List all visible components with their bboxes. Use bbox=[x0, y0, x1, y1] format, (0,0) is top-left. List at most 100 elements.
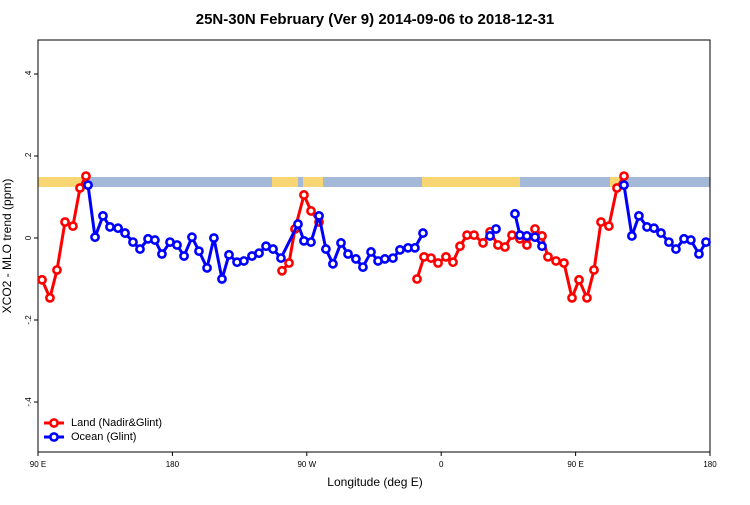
data-point bbox=[113, 223, 123, 234]
data-point bbox=[485, 231, 495, 241]
data-point bbox=[336, 238, 346, 248]
data-point bbox=[135, 244, 145, 254]
data-point bbox=[574, 274, 584, 285]
data-point bbox=[567, 292, 577, 303]
data-point bbox=[412, 274, 422, 284]
x-axis-label: Longitude (deg E) bbox=[327, 475, 422, 489]
plot-frame bbox=[37, 39, 711, 453]
data-point bbox=[75, 183, 85, 193]
data-point bbox=[150, 235, 160, 245]
data-point bbox=[701, 237, 711, 248]
data-point bbox=[551, 256, 561, 266]
data-point bbox=[306, 237, 316, 248]
data-point bbox=[469, 230, 479, 241]
data-point bbox=[649, 223, 659, 234]
data-point bbox=[83, 180, 93, 191]
data-point bbox=[343, 249, 353, 259]
data-point bbox=[209, 233, 219, 243]
data-point bbox=[543, 251, 553, 262]
data-point bbox=[656, 228, 666, 238]
x-tick-label: 180 bbox=[166, 460, 180, 469]
data-point bbox=[306, 206, 316, 216]
data-point bbox=[426, 253, 436, 263]
data-point bbox=[537, 241, 547, 252]
data-point bbox=[664, 237, 674, 248]
x-tick-label: 90 E bbox=[30, 460, 46, 469]
data-point bbox=[268, 244, 278, 254]
data-point bbox=[582, 292, 592, 303]
data-point bbox=[45, 292, 55, 303]
data-point bbox=[202, 263, 212, 273]
chart-title: 25N-30N February (Ver 9) 2014-09-06 to 2… bbox=[196, 11, 555, 28]
data-point bbox=[37, 274, 47, 285]
data-point bbox=[634, 210, 644, 221]
y-axis-label: XCO2 - MLO trend (ppm) bbox=[0, 179, 14, 314]
data-point bbox=[388, 253, 398, 263]
data-point bbox=[530, 224, 540, 234]
data-point bbox=[321, 244, 331, 254]
data-point bbox=[694, 249, 704, 259]
data-point bbox=[441, 251, 451, 262]
data-point bbox=[299, 190, 309, 200]
data-point bbox=[366, 247, 376, 257]
data-point bbox=[194, 246, 204, 257]
data-point bbox=[380, 254, 390, 264]
data-point bbox=[619, 180, 629, 191]
y-tick-label: -.2 bbox=[24, 315, 33, 325]
data-point bbox=[522, 240, 532, 250]
data-point bbox=[254, 248, 264, 259]
y-tick-label: -.4 bbox=[24, 397, 33, 407]
data-point bbox=[276, 253, 286, 263]
data-point bbox=[596, 217, 606, 227]
data-point bbox=[559, 258, 569, 268]
data-point bbox=[157, 249, 167, 259]
data-point bbox=[507, 230, 517, 241]
x-tick-label: 90 W bbox=[297, 460, 316, 469]
data-point bbox=[448, 257, 458, 268]
data-point bbox=[410, 242, 420, 253]
data-point bbox=[172, 240, 182, 250]
data-point bbox=[626, 231, 637, 241]
y-tick-label: .4 bbox=[24, 70, 33, 77]
data-point bbox=[293, 219, 303, 229]
x-tick-label: 90 E bbox=[567, 460, 583, 469]
data-point bbox=[128, 237, 138, 248]
data-point bbox=[619, 171, 629, 182]
data-point bbox=[604, 221, 614, 232]
data-point bbox=[224, 249, 234, 260]
y-tick-label: .2 bbox=[24, 152, 33, 159]
data-point bbox=[455, 241, 465, 252]
data-point bbox=[68, 221, 78, 232]
data-point bbox=[52, 265, 62, 275]
legend-marker bbox=[49, 432, 59, 442]
data-point bbox=[395, 244, 405, 255]
data-point bbox=[179, 251, 189, 261]
data-point bbox=[685, 235, 696, 245]
data-point bbox=[522, 231, 532, 241]
data-point bbox=[60, 217, 70, 227]
data-point bbox=[491, 224, 501, 234]
legend-marker bbox=[49, 418, 59, 428]
data-point bbox=[105, 222, 115, 232]
data-point bbox=[358, 262, 368, 273]
data-point bbox=[81, 171, 91, 182]
data-point bbox=[671, 244, 681, 254]
data-point bbox=[478, 238, 488, 248]
data-point bbox=[98, 210, 108, 221]
data-point bbox=[500, 242, 510, 252]
data-point bbox=[314, 210, 324, 221]
land-mask-band bbox=[38, 177, 710, 187]
data-point bbox=[510, 208, 520, 219]
x-tick-label: 180 bbox=[703, 460, 717, 469]
data-point bbox=[277, 265, 287, 276]
data-point bbox=[589, 265, 599, 275]
data-point bbox=[328, 258, 338, 269]
data-point bbox=[217, 274, 227, 284]
data-point bbox=[351, 254, 361, 264]
data-point bbox=[239, 256, 249, 266]
data-point bbox=[120, 228, 130, 238]
data-point bbox=[187, 232, 197, 243]
data-point bbox=[418, 228, 428, 238]
legend-label: Land (Nadir&Glint) bbox=[71, 417, 162, 429]
